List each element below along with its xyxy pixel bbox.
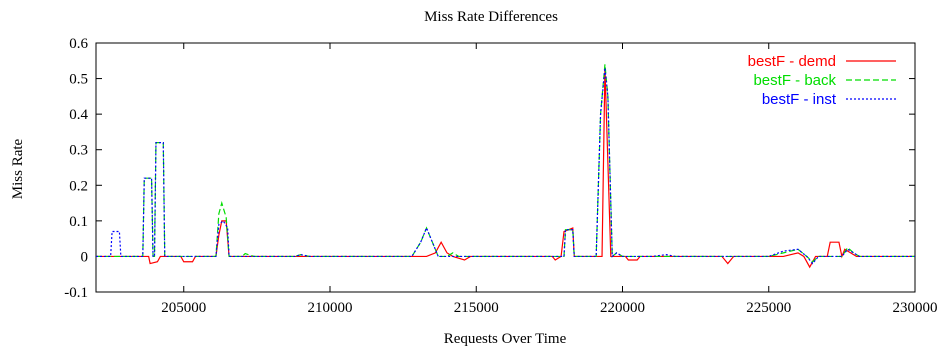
y-axis: -0.1 0 0.1 0.2 0.3 0.4 0.5 0.6 [64,36,915,301]
plot-area [95,42,916,293]
series-line-2 [96,64,915,263]
plot-frame [95,42,916,293]
series-lines [96,64,915,269]
series-line-3 [96,67,915,265]
legend-label-2: bestF - back [753,72,836,89]
x-tick-label: 220000 [600,300,645,316]
y-tick-label: 0.3 [69,143,88,159]
y-axis-label: Miss Rate [10,138,26,199]
legend-label-3: bestF - inst [762,91,837,108]
y-tick-label: 0.1 [69,214,88,230]
x-tick-label: 225000 [746,300,791,316]
y-tick-label: 0.6 [69,36,88,52]
y-tick-label: 0.4 [69,107,88,123]
x-tick-label: 230000 [893,300,938,316]
y-tick-label: 0.2 [69,178,88,194]
legend-label-1: bestF - demd [748,53,836,70]
y-tick-label: -0.1 [64,285,88,301]
x-tick-label: 210000 [308,300,353,316]
x-axis-label: Requests Over Time [444,331,567,347]
x-axis: 205000 210000 215000 220000 225000 230000 [161,43,938,316]
y-tick-label: 0 [81,249,89,265]
x-tick-label: 205000 [161,300,206,316]
y-tick-label: 0.5 [69,72,88,88]
chart-title: Miss Rate Differences [424,9,558,25]
legend: bestF - demd bestF - back bestF - inst [748,53,896,108]
x-tick-label: 215000 [454,300,499,316]
